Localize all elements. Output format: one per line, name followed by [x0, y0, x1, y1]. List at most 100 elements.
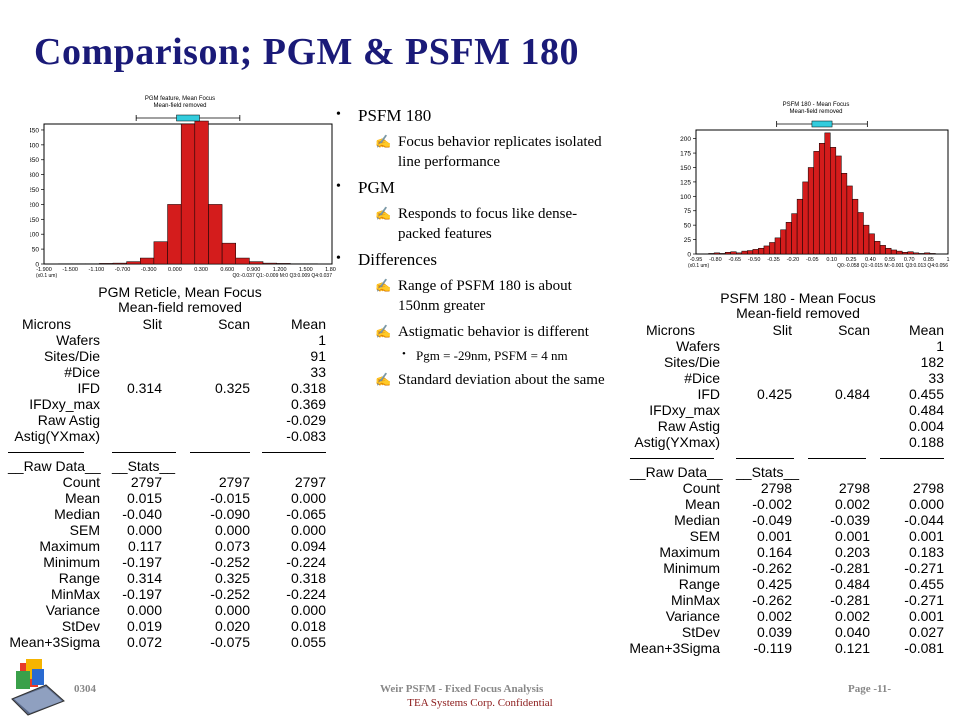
cell-value: 0.000 [214, 522, 250, 538]
histogram-bar [276, 263, 291, 265]
psfm-histogram-svg: 0 25 50 75 100 125 150 175 200 -0.95 -0.80 -0.65 -0.… [680, 120, 950, 269]
table-subtitle: Mean-field removed [118, 299, 242, 315]
row-label: Wafers [676, 338, 720, 354]
histogram-bar [901, 252, 908, 255]
pgm-histogram-svg: 0 50 100 150 200 250 300 350 400 450 -1.900 -1.500 -… [30, 114, 336, 278]
y-tick-label: 300 [30, 172, 39, 179]
cell-value: 0.325 [214, 380, 250, 396]
x-tick-label: -0.20 [787, 257, 800, 263]
row-label: Count [62, 474, 100, 490]
x-tick-label: -1.100 [89, 267, 105, 273]
section-divider [8, 452, 84, 453]
y-tick-label: 25 [684, 237, 692, 244]
cell-value: 0.484 [834, 576, 870, 592]
histogram-bar [741, 250, 748, 255]
x-tick-label: 0.55 [884, 257, 895, 263]
column-header: Scan [838, 322, 870, 338]
psfm-stats-table: PSFM 180 - Mean Focus Mean-field removed M… [618, 290, 960, 680]
histogram-bar [841, 173, 848, 255]
histogram-bar [780, 229, 787, 255]
row-label: Range [678, 576, 720, 592]
row-label: Mean [684, 496, 720, 512]
footer-center: Weir PSFM - Fixed Focus Analysis [380, 683, 544, 695]
cell-value: 0.000 [908, 496, 944, 512]
cell-value: 0.020 [214, 618, 250, 634]
pgm-histogram-title: PGM feature, Mean Focus Mean-field remov… [144, 96, 216, 109]
histogram-bar [112, 262, 127, 265]
cell-value: 2797 [130, 474, 162, 490]
cell-value: 0.425 [756, 576, 792, 592]
x-tick-label: 1 [946, 257, 949, 263]
quartile-box [811, 120, 833, 128]
sub-bullet: ✍ Responds to focus like dense-packed fea… [336, 204, 676, 244]
table-title: PSFM 180 - Mean Focus [720, 290, 876, 306]
cell-value: 2798 [760, 480, 792, 496]
y-tick-label: 450 [30, 127, 39, 134]
histogram-bar [852, 198, 859, 255]
cell-value: 0.164 [756, 544, 792, 560]
histogram-bar [262, 262, 277, 265]
cell-value: 0.455 [908, 386, 944, 402]
row-label: Maximum [659, 544, 720, 560]
cell-value: -0.075 [210, 634, 250, 650]
sub-bullet-line: Responds to focus like dense- [398, 206, 578, 222]
cell-value: -0.262 [752, 560, 792, 576]
y-tick-label: 350 [30, 157, 39, 164]
x-tick-label: -0.80 [709, 257, 722, 263]
cell-value: 0.027 [908, 624, 944, 640]
x-tick-label: 0.10 [826, 257, 837, 263]
histogram-bar [180, 123, 196, 265]
histogram-bar [896, 250, 903, 255]
sub-bullet: ✍ Standard deviation about the same [336, 370, 676, 390]
cell-value: -0.044 [904, 512, 944, 528]
row-label: Sites/Die [663, 354, 720, 370]
pen-bullet-icon: ✍ [375, 372, 392, 387]
cell-value: 0.072 [126, 634, 162, 650]
histogram-bar [736, 252, 743, 255]
cell-value: 0.484 [908, 402, 944, 418]
cell-value: -0.029 [286, 412, 326, 428]
cell-value: 0.000 [126, 522, 162, 538]
cell-value: 2798 [912, 480, 944, 496]
cell-value: 0.073 [214, 538, 250, 554]
histogram-bar [929, 253, 936, 255]
row-label: Sites/Die [43, 348, 100, 364]
cell-value: 91 [310, 348, 326, 364]
histogram-bar [824, 132, 831, 255]
row-label: SEM [69, 522, 100, 538]
histogram-bar [249, 261, 264, 265]
row-label: Mean+3Sigma [9, 634, 100, 650]
row-label: Mean [64, 490, 100, 506]
histogram-bar [724, 252, 731, 255]
cell-value: 2798 [838, 480, 870, 496]
column-header: Mean [290, 316, 326, 332]
y-tick-label: 200 [30, 202, 39, 209]
cell-value: -0.119 [753, 640, 792, 656]
bullet-label: Differences [358, 250, 437, 269]
sub-bullet-line: 150nm greater [398, 298, 486, 314]
cell-value: 0.117 [128, 538, 162, 554]
histogram-bar [863, 224, 870, 255]
histogram-bar [140, 257, 155, 265]
x-tick-label: -0.95 [690, 257, 703, 263]
cell-value: -0.040 [122, 506, 162, 522]
footer-left: 0304 [74, 683, 96, 695]
y-tick-label: 0 [35, 262, 39, 269]
quartile-box [176, 114, 200, 122]
pen-bullet-icon: ✍ [375, 278, 392, 293]
sub-bullet-line: Range of PSFM 180 is about [398, 278, 572, 294]
x-tick-label: 0.600 [220, 267, 234, 273]
row-label: Count [682, 480, 720, 496]
cell-value: 0.000 [290, 602, 326, 618]
sub-bullet-line: packed features [398, 226, 492, 242]
y-tick-label: 200 [680, 136, 691, 143]
x-unit-label: (x0.1 um) [36, 273, 57, 278]
cell-value: 0.455 [908, 576, 944, 592]
y-tick-label: 75 [684, 208, 692, 215]
cell-value: 0.188 [908, 434, 944, 450]
histogram-bar [818, 143, 826, 255]
cell-value: -0.049 [752, 512, 792, 528]
histogram-bar [752, 249, 759, 255]
cell-value: 0.001 [756, 528, 792, 544]
row-label: IFDxy_max [29, 396, 100, 412]
